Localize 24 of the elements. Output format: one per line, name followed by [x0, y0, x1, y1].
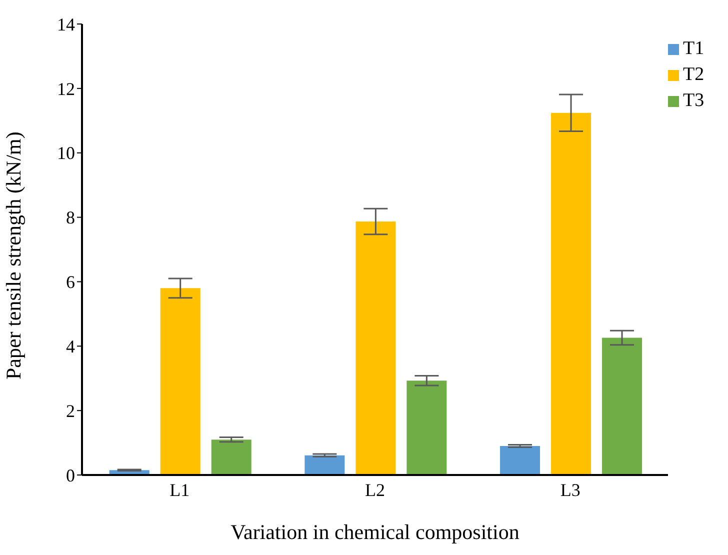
legend-label: T3	[683, 90, 704, 111]
legend-label: T1	[683, 38, 704, 59]
x-tick-label: L1	[170, 480, 190, 500]
y-tick-label: 12	[57, 78, 75, 99]
bar	[211, 440, 252, 475]
x-axis-title: Variation in chemical composition	[230, 520, 520, 544]
bar	[500, 446, 540, 475]
y-tick-label: 0	[66, 465, 75, 486]
bar	[406, 380, 447, 475]
bar	[602, 338, 642, 475]
y-axis-title: Paper tensile strength (kN/m)	[1, 132, 26, 380]
x-tick-label: L2	[365, 480, 385, 500]
y-tick-label: 14	[57, 14, 75, 34]
y-tick-label: 2	[66, 400, 75, 421]
bar	[356, 221, 396, 475]
y-tick-label: 6	[66, 272, 75, 292]
legend-label: T2	[683, 64, 704, 85]
bar	[304, 455, 345, 475]
bar	[160, 288, 200, 475]
y-tick-label: 10	[57, 143, 75, 164]
y-tick-label: 4	[66, 336, 75, 357]
bar	[551, 112, 592, 475]
x-tick-label: L3	[560, 480, 580, 500]
y-tick-label: 8	[66, 208, 75, 228]
